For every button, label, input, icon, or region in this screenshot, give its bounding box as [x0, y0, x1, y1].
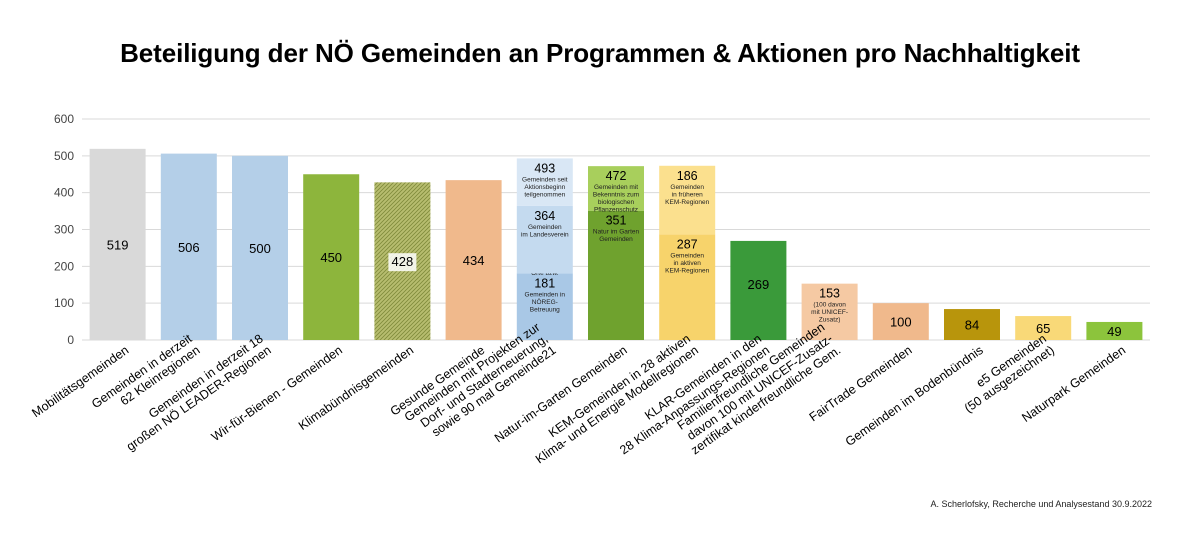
segment-sub-label: (100 davon	[813, 302, 846, 309]
bar	[445, 180, 502, 340]
segment-sub-label: Pflanzenschutz	[594, 207, 638, 214]
segment-value-label: 364	[534, 209, 555, 223]
segment-sub-label: Betreuung	[530, 306, 560, 313]
segment-value-label: 287	[677, 237, 698, 251]
bar	[944, 309, 1000, 340]
segment-sub-label: Gemeinden mit	[594, 184, 638, 191]
segment-sub-label: mit UNICEF-	[811, 309, 848, 316]
x-tick-label: Klimabündnisgemeinden	[296, 343, 416, 433]
segment-value-label: 351	[606, 214, 627, 228]
source-note: A. Scherlofsky, Recherche und Analysesta…	[930, 499, 1152, 509]
bar-segment	[516, 273, 573, 340]
bar-segment	[588, 210, 644, 340]
segment-value-label: 181	[534, 276, 555, 290]
x-tick-label-line: Gemeinden im Bodenbündnis	[843, 343, 986, 449]
segment-sub-label: Gemeinden in	[525, 291, 566, 298]
bar	[232, 155, 288, 340]
bar	[1086, 321, 1143, 340]
value-label: 450	[320, 250, 342, 265]
value-label: 269	[748, 277, 770, 292]
segment-sub-label: in aktiven	[673, 260, 701, 267]
bar	[1015, 316, 1072, 340]
value-label: 65	[1036, 321, 1050, 336]
segment-value-label: 493	[534, 161, 555, 175]
segment-value-label: 472	[606, 169, 627, 183]
value-label: 84	[965, 318, 979, 333]
bar-segment	[516, 158, 573, 206]
bar	[303, 174, 360, 340]
value-label: 428	[392, 254, 414, 269]
bar	[160, 153, 217, 340]
segment-sub-label: Gemeinden	[670, 184, 704, 191]
bar-segment	[659, 234, 716, 340]
segment-sub-label: Gemeinden	[670, 252, 704, 259]
value-label: 100	[890, 315, 912, 330]
y-tick-label: 300	[54, 223, 74, 237]
chart-title: Beteiligung der NÖ Gemeinden an Programm…	[120, 38, 1080, 68]
bar-segment	[659, 165, 716, 235]
bar-segment	[516, 205, 573, 274]
x-tick-label: Gemeinden im Bodenbündnis	[843, 343, 986, 449]
segment-sub-label: Gemeinden	[599, 236, 633, 243]
segment-sub-label: Bekenntnis zum	[593, 192, 639, 199]
segment-sub-label: in früheren	[672, 191, 703, 198]
segment-sub-label: KEM-Regionen	[665, 199, 709, 206]
y-tick-label: 200	[54, 259, 74, 273]
segment-value-label: 186	[677, 169, 698, 183]
bar	[872, 303, 929, 340]
segment-sub-label: im Landesverein	[521, 231, 569, 238]
y-tick-label: 500	[54, 149, 74, 163]
segment-sub-label: biologischen	[598, 199, 635, 206]
y-tick-label: 400	[54, 186, 74, 200]
x-tick-label-line: Klimabündnisgemeinden	[296, 343, 416, 433]
segment-sub-label: Zusatz)	[819, 317, 841, 324]
y-tick-label: 100	[54, 296, 74, 310]
segment-sub-label: Gemeinden seit	[522, 176, 568, 183]
segment-sub-label: Gemeinden	[528, 224, 562, 231]
bar	[730, 240, 787, 340]
segment-sub-label: Natur im Garten	[593, 229, 640, 236]
value-label: 49	[1107, 324, 1121, 339]
segment-sub-label: KEM-Regionen	[665, 267, 709, 274]
value-label: 500	[249, 241, 271, 256]
value-label-box	[388, 253, 417, 272]
segment-sub-label: teilgenommen	[524, 191, 565, 198]
y-tick-label: 0	[67, 333, 74, 347]
y-tick-label: 600	[54, 112, 74, 126]
value-label: 519	[107, 237, 129, 252]
segment-sub-label: Aktionsbeginn	[524, 184, 565, 191]
value-label: 506	[178, 240, 200, 255]
bar-segment	[588, 166, 644, 211]
bar	[89, 148, 146, 340]
bar-segment	[801, 283, 858, 340]
segment-sub-label: NÖREG-	[532, 298, 558, 306]
segment-value-label: 153	[819, 287, 840, 301]
value-label: 434	[463, 253, 485, 268]
